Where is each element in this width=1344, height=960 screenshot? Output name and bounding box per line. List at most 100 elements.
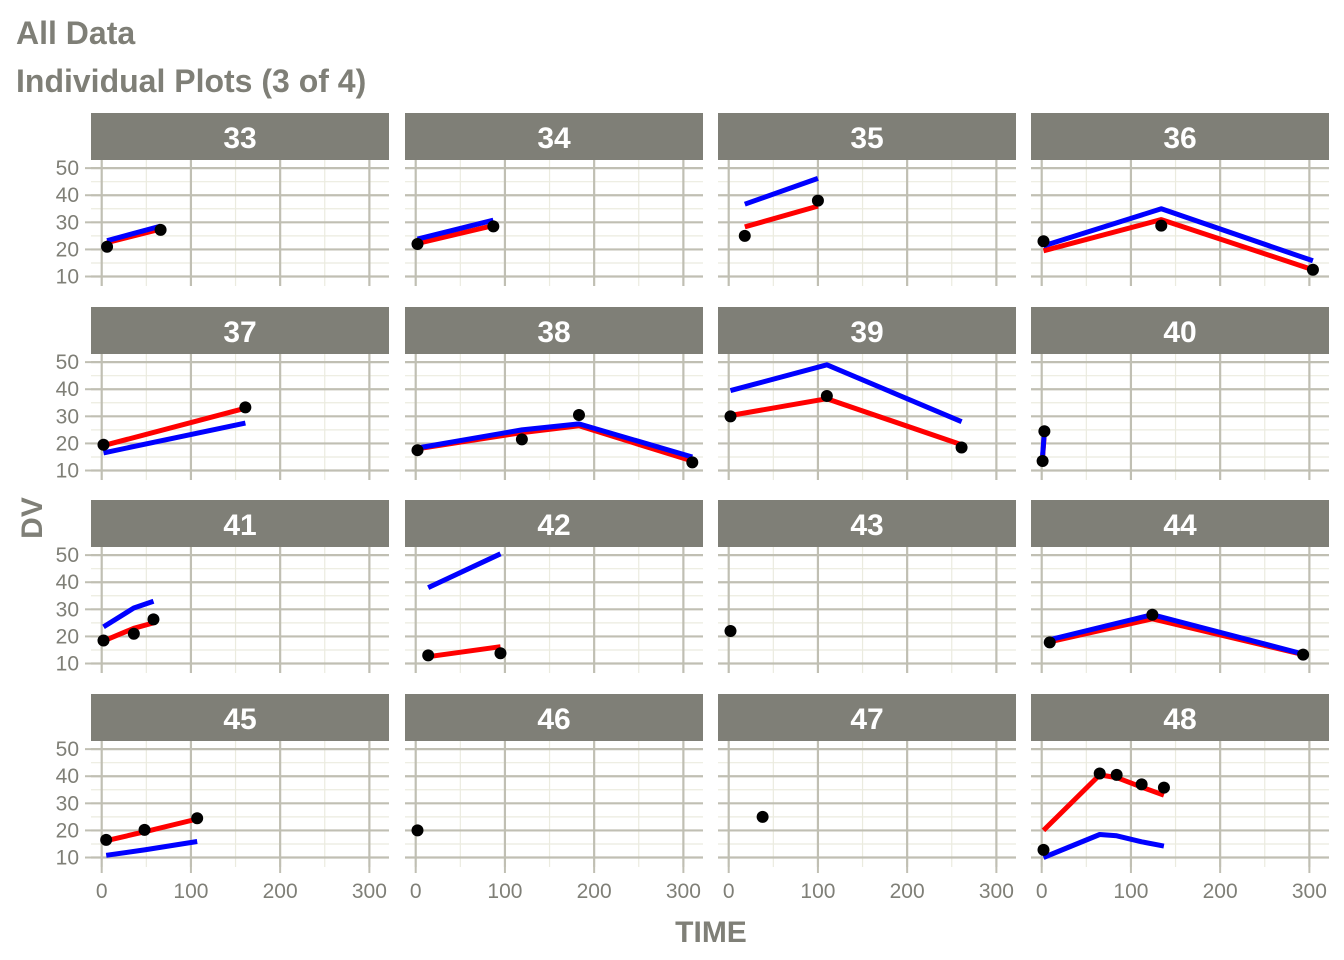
observed-point — [820, 390, 833, 402]
observed-point — [955, 441, 968, 454]
observed-point — [1038, 425, 1051, 438]
observed-point — [515, 433, 528, 446]
x-tick-label: 100 — [487, 880, 522, 903]
observed-point — [487, 220, 500, 233]
facet-strip-label: 46 — [537, 703, 570, 736]
facet-strip — [1031, 694, 1329, 741]
facet-panel-46: 46 0 100 200 300 — [405, 694, 703, 903]
y-tick-label: 30 — [56, 211, 79, 234]
red-series-line — [416, 223, 494, 246]
y-tick-label: 30 — [56, 405, 79, 428]
facet-strip-label: 47 — [850, 703, 883, 736]
facet-strip — [405, 113, 703, 160]
y-tick-label: 20 — [56, 432, 79, 455]
facet-panel-44: 44 — [1031, 500, 1329, 673]
facet-strip — [405, 500, 703, 547]
y-tick-label: 20 — [56, 625, 79, 648]
facet-panel-48: 48 0 100 200 300 — [1031, 694, 1329, 903]
blue-series-line — [743, 176, 819, 207]
facet-panel-35: 35 — [718, 113, 1016, 286]
blue-series-line — [1042, 206, 1314, 264]
y-tick-label: 20 — [56, 819, 79, 842]
observed-point — [239, 401, 252, 414]
facet-grid: 33 10 20 30 40 50 34 35 36 37 10 20 30 40 50 38 39 40 41 10… — [56, 113, 1329, 903]
observed-point — [422, 649, 435, 662]
blue-series-line — [427, 551, 502, 590]
facet-strip-label: 33 — [223, 122, 256, 155]
observed-point — [686, 456, 699, 469]
facet-strip-label: 45 — [223, 703, 256, 736]
chart-title: All Data — [16, 15, 135, 51]
x-tick-label: 200 — [577, 880, 612, 903]
facet-strip-label: 34 — [537, 122, 571, 155]
facet-strip-label: 48 — [1163, 703, 1196, 736]
observed-point — [1306, 263, 1319, 276]
observed-point — [1036, 455, 1049, 468]
y-tick-label: 10 — [56, 847, 79, 870]
observed-point — [1037, 843, 1050, 856]
observed-point — [411, 824, 424, 837]
x-tick-label: 300 — [352, 880, 387, 903]
facet-strip — [405, 694, 703, 741]
facet-strip — [718, 113, 1016, 160]
red-series-line — [427, 644, 501, 660]
observed-point — [411, 238, 424, 250]
observed-point — [1155, 219, 1168, 232]
blue-series-line — [417, 421, 694, 460]
red-series-line — [744, 203, 819, 230]
facet-strip — [718, 694, 1016, 741]
observed-point — [1297, 648, 1310, 661]
blue-series-line — [106, 223, 162, 244]
x-tick-label: 100 — [1113, 880, 1148, 903]
y-tick-label: 50 — [56, 351, 79, 374]
observed-point — [1146, 608, 1159, 621]
y-tick-label: 40 — [56, 571, 79, 594]
facet-strip-label: 41 — [223, 509, 256, 542]
observed-point — [572, 408, 585, 421]
observed-point — [1043, 636, 1056, 649]
facet-strip-label: 44 — [1163, 509, 1197, 542]
y-tick-label: 30 — [56, 792, 79, 815]
y-tick-label: 30 — [56, 598, 79, 621]
observed-point — [191, 812, 204, 825]
y-tick-label: 10 — [56, 460, 79, 483]
facet-panel-41: 41 10 20 30 40 50 — [56, 500, 389, 676]
x-tick-label: 0 — [410, 880, 422, 903]
facet-strip-label: 42 — [537, 509, 570, 542]
x-axis-title: TIME — [675, 916, 747, 949]
y-tick-label: 50 — [56, 544, 79, 567]
observed-point — [724, 625, 737, 637]
observed-point — [101, 240, 114, 253]
blue-series-line — [102, 420, 246, 456]
facet-strip — [91, 694, 389, 741]
red-series-line — [102, 405, 247, 449]
x-tick-label: 200 — [890, 880, 925, 903]
observed-point — [811, 194, 824, 207]
facet-panel-37: 37 10 20 30 40 50 — [56, 307, 389, 483]
facet-strip — [91, 113, 389, 160]
facet-strip — [405, 307, 703, 354]
facet-panel-36: 36 — [1031, 113, 1329, 286]
observed-point — [1157, 781, 1170, 794]
observed-point — [738, 229, 751, 242]
y-tick-label: 40 — [56, 184, 79, 207]
facet-strip — [1031, 500, 1329, 547]
y-tick-label: 50 — [56, 157, 79, 180]
facet-strip — [91, 307, 389, 354]
facet-strip-label: 36 — [1163, 122, 1196, 155]
blue-series-line — [105, 839, 198, 858]
observed-point — [154, 223, 167, 236]
x-tick-label: 0 — [723, 880, 735, 903]
observed-point — [756, 810, 769, 823]
facet-strip-label: 37 — [223, 316, 256, 349]
observed-point — [1037, 235, 1050, 248]
x-tick-label: 200 — [1203, 880, 1238, 903]
chart-subtitle: Individual Plots (3 of 4) — [16, 63, 366, 99]
blue-series-line — [102, 598, 155, 630]
observed-point — [494, 647, 507, 660]
facet-strip — [718, 500, 1016, 547]
observed-point — [1093, 767, 1106, 780]
y-tick-label: 40 — [56, 378, 79, 401]
facet-strip — [91, 500, 389, 547]
